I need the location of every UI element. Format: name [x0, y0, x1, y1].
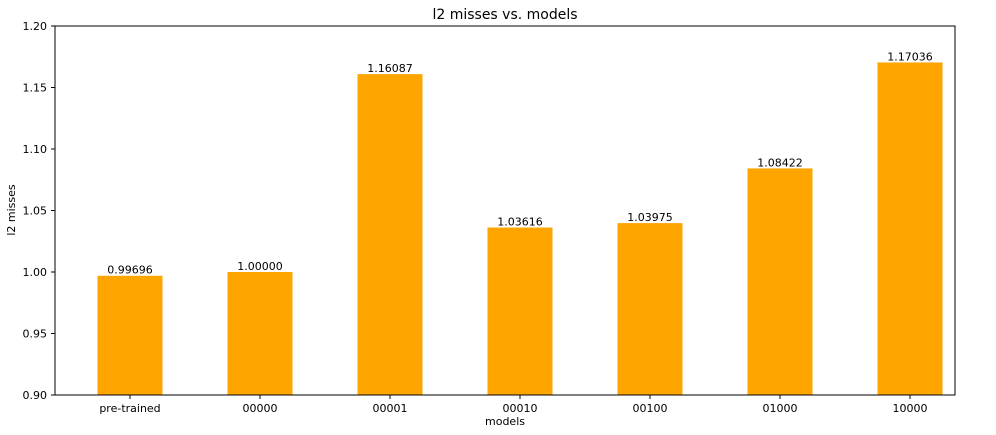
data-label-00010: 1.03616 [497, 216, 543, 229]
y-tick-label-1.10: 1.10 [23, 143, 48, 156]
data-label-pre-trained: 0.99696 [107, 264, 153, 277]
y-tick-label-1.15: 1.15 [23, 82, 48, 95]
bar-10000 [877, 62, 943, 395]
y-tick-label-1.05: 1.05 [23, 205, 48, 218]
bar-00010 [487, 227, 553, 395]
x-axis: pre-trained 00000 00001 00010 00100 01000 1000… [99, 395, 928, 415]
bar-01000 [747, 168, 813, 395]
data-label-01000: 1.08422 [757, 156, 803, 169]
y-tick-label-0.95: 0.95 [23, 328, 48, 341]
x-tick-label-00000: 00000 [243, 402, 278, 415]
y-tick-label-0.90: 0.90 [23, 389, 48, 402]
y-tick-label-1.00: 1.00 [23, 266, 48, 279]
data-label-10000: 1.17036 [887, 50, 933, 63]
x-tick-label-pre-trained: pre-trained [99, 402, 160, 415]
y-axis-label: l2 misses [5, 184, 18, 236]
bar-00001 [357, 74, 423, 396]
x-tick-label-00001: 00001 [373, 402, 408, 415]
chart-title: l2 misses vs. models [432, 7, 577, 23]
bar-00000 [227, 272, 293, 395]
plot-frame [54, 25, 956, 396]
bar-pre-trained [97, 275, 163, 395]
y-axis: 0.90 0.95 1.00 1.05 1.10 1.15 1.20 [23, 20, 55, 402]
y-tick-label-1.20: 1.20 [23, 20, 48, 33]
data-label-00000: 1.00000 [237, 260, 283, 273]
x-axis-label: models [485, 415, 525, 428]
x-tick-label-01000: 01000 [763, 402, 798, 415]
data-label-00100: 1.03975 [627, 211, 673, 224]
data-labels-group: 0.99696 1.00000 1.16087 1.03616 1.03975 1.084… [107, 50, 933, 276]
x-tick-label-10000: 10000 [893, 402, 928, 415]
x-tick-label-00100: 00100 [633, 402, 668, 415]
bars-group [97, 62, 943, 396]
data-label-00001: 1.16087 [367, 62, 413, 75]
bar-00100 [617, 223, 683, 395]
x-tick-label-00010: 00010 [503, 402, 538, 415]
